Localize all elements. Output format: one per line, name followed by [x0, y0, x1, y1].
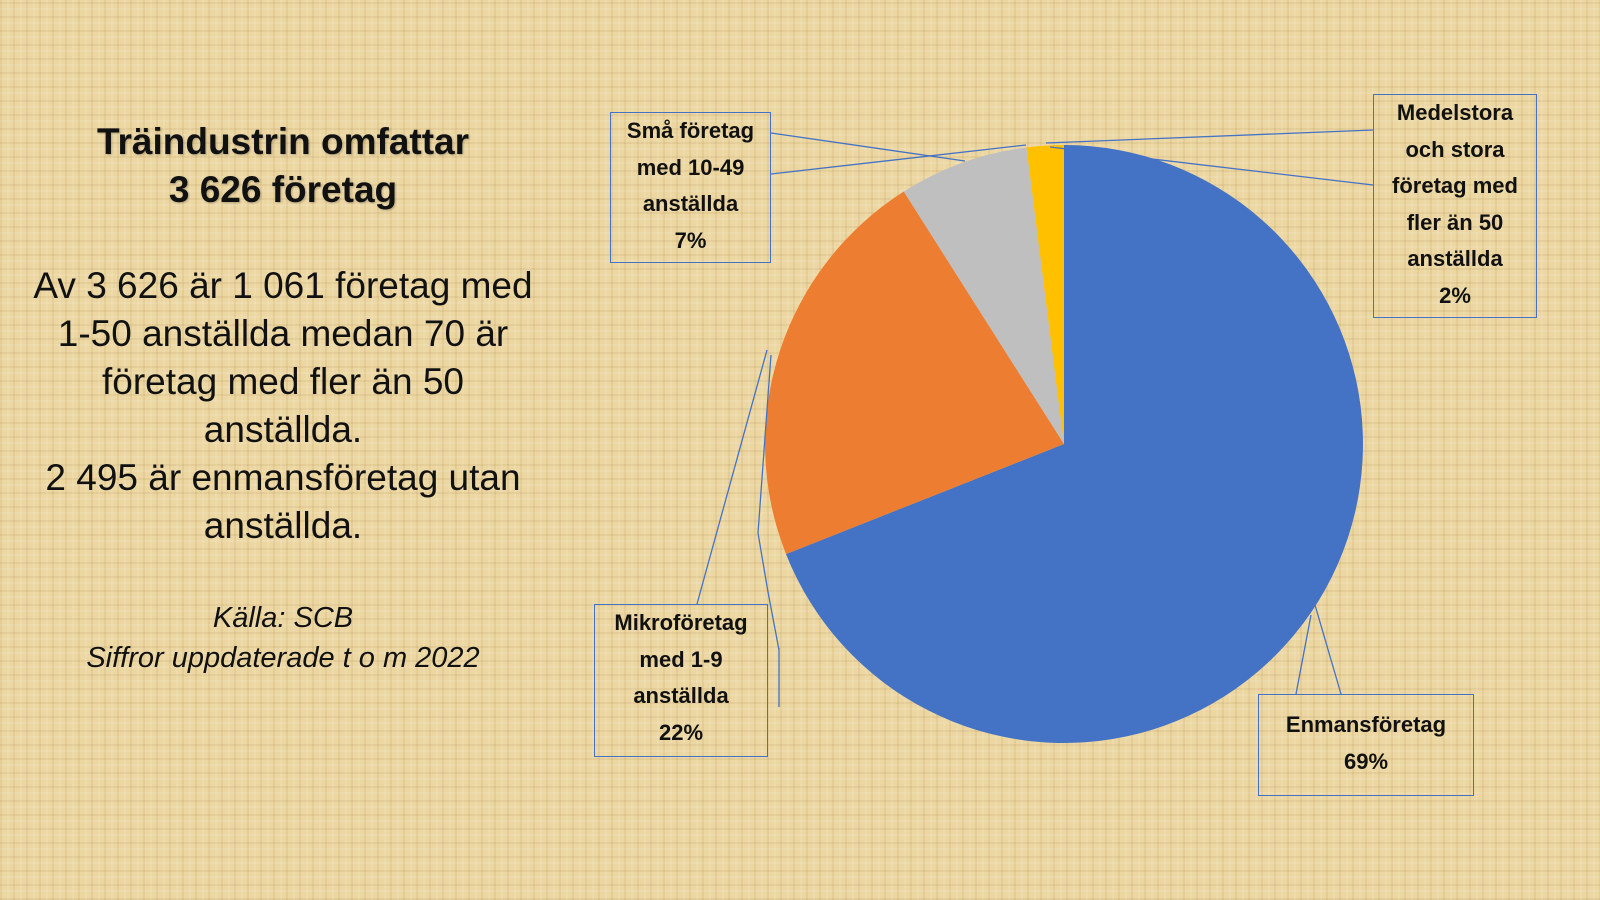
- label-value: 22%: [658, 719, 704, 745]
- pie-slice: [903, 147, 1064, 444]
- source-line: Siffror uppdaterade t o m 2022: [86, 642, 480, 674]
- leader-line: [770, 132, 966, 162]
- label-value: 69%: [1343, 748, 1389, 774]
- label-value: 7%: [674, 227, 707, 253]
- body-line: företag med fler än 50: [102, 361, 464, 402]
- label-category: Enmansföretag: [1285, 712, 1447, 737]
- source: Källa: SCB Siffror uppdaterade t o m 202…: [0, 598, 566, 678]
- data-label: Mikroföretag med 1-9 anställda 22%: [594, 604, 768, 757]
- pie-slice: [765, 191, 1064, 555]
- body-line: Av 3 626 är 1 061 företag med: [33, 265, 533, 306]
- body-line: anställda.: [203, 409, 363, 450]
- data-label: Medelstora och stora företag med fler än…: [1373, 94, 1537, 318]
- label-category: Medelstora och stora företag med fler än…: [1392, 100, 1518, 271]
- title-line: Träindustrin omfattar: [96, 121, 470, 162]
- leader-line: [1049, 146, 1374, 186]
- body-line: 1-50 anställda medan 70 är: [57, 313, 509, 354]
- title-line: 3 626 företag: [168, 169, 398, 210]
- pie-slice: [1026, 145, 1064, 444]
- leader-line: [696, 349, 768, 605]
- body-text: Av 3 626 är 1 061 företag med 1-50 anstäl…: [0, 262, 566, 550]
- data-label: Små företag med 10-49 anställda 7%: [610, 112, 771, 263]
- pie: [765, 145, 1363, 743]
- label-category: Mikroföretag med 1-9 anställda: [614, 610, 748, 708]
- label-value: 2%: [1439, 282, 1471, 308]
- leader-line: [1314, 604, 1342, 695]
- source-line: Källa: SCB: [212, 602, 354, 634]
- leader-lines: [696, 129, 1374, 707]
- leader-line: [757, 354, 780, 707]
- body-line: anställda.: [203, 505, 363, 546]
- leader-line: [1295, 614, 1312, 695]
- leader-line: [770, 144, 1027, 175]
- leader-line: [1045, 129, 1374, 144]
- pie-slice: [785, 145, 1363, 743]
- label-category: Små företag med 10-49 anställda: [626, 118, 755, 216]
- data-label: Enmansföretag 69%: [1258, 694, 1474, 796]
- title: Träindustrin omfattar 3 626 företag: [0, 118, 566, 214]
- body-line: 2 495 är enmansföretag utan: [45, 457, 521, 498]
